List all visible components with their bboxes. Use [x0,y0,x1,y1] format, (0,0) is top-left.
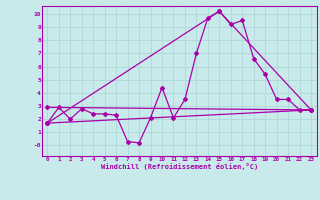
X-axis label: Windchill (Refroidissement éolien,°C): Windchill (Refroidissement éolien,°C) [100,163,258,170]
